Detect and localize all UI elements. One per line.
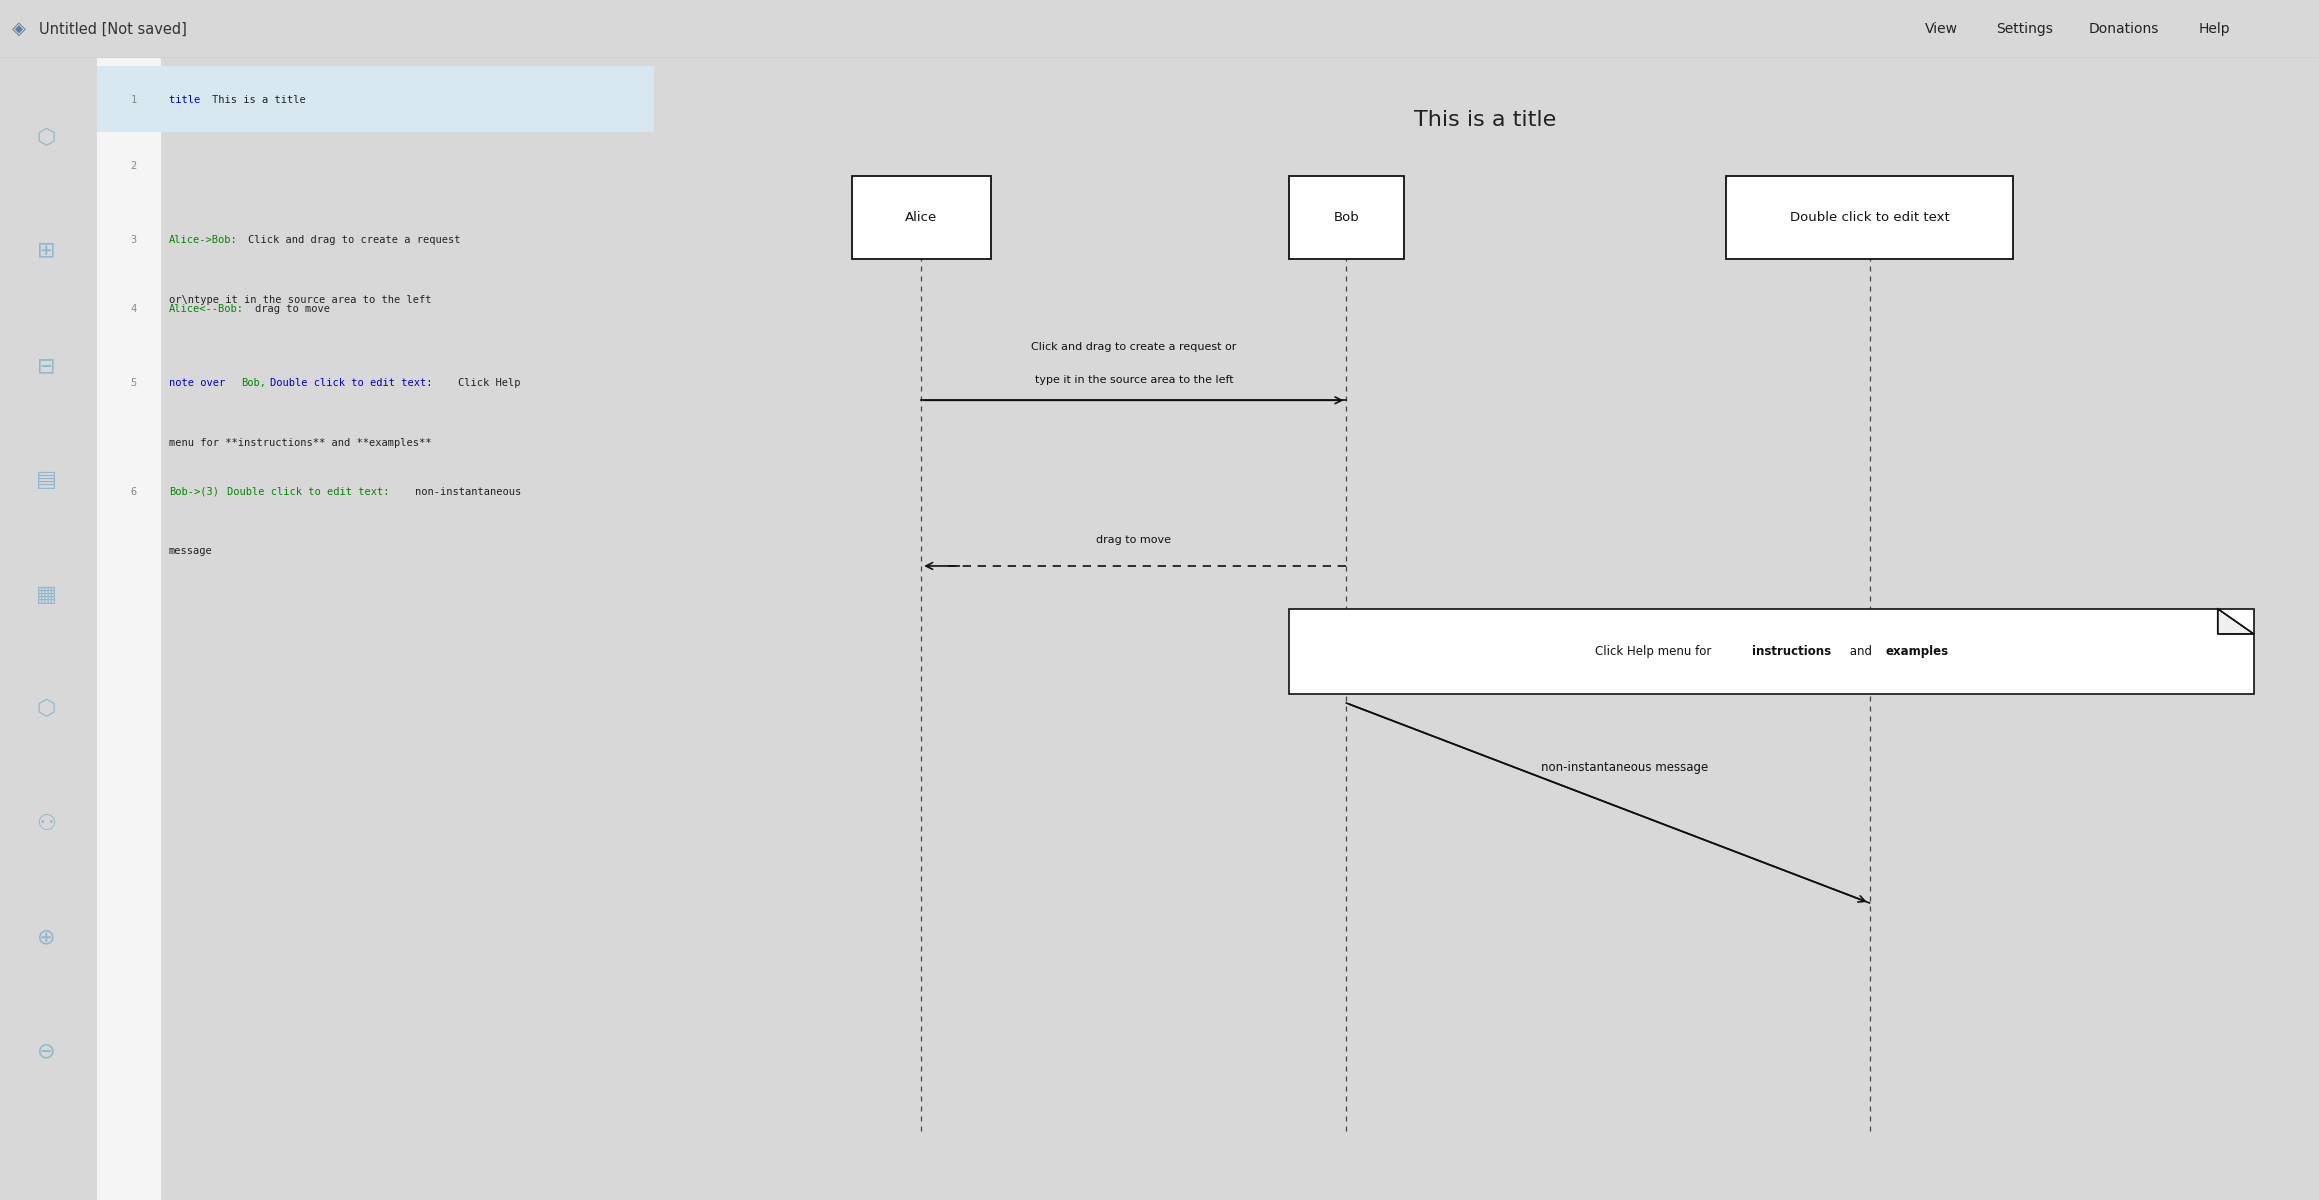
Text: Double click to edit text: Double click to edit text: [1790, 211, 1950, 224]
Text: ⬡: ⬡: [37, 127, 56, 148]
Text: Click Help menu for: Click Help menu for: [1595, 646, 1716, 658]
Text: 1: 1: [130, 95, 137, 104]
Text: note over: note over: [169, 378, 232, 388]
Text: View: View: [1925, 22, 1957, 36]
Text: non-instantaneous: non-instantaneous: [415, 487, 522, 497]
Text: Alice->Bob:: Alice->Bob:: [169, 235, 237, 245]
Bar: [851, 176, 990, 259]
Text: Untitled [Not saved]: Untitled [Not saved]: [39, 22, 188, 36]
Text: Bob,: Bob,: [241, 378, 267, 388]
Bar: [97, 66, 654, 132]
Text: examples: examples: [1885, 646, 1948, 658]
Text: Alice: Alice: [904, 211, 937, 224]
Text: 4: 4: [130, 304, 137, 314]
Text: ⊖: ⊖: [37, 1042, 56, 1062]
Bar: [1289, 176, 1403, 259]
Text: ⚇: ⚇: [37, 814, 56, 833]
Text: and: and: [1846, 646, 1876, 658]
Text: Double click to edit text:: Double click to edit text:: [227, 487, 390, 497]
Text: instructions: instructions: [1751, 646, 1832, 658]
Text: 2: 2: [130, 161, 137, 172]
Text: 6: 6: [130, 487, 137, 497]
Text: ◈: ◈: [12, 20, 26, 38]
Text: ▤: ▤: [35, 470, 58, 491]
Text: Double click to edit text:: Double click to edit text:: [269, 378, 431, 388]
Bar: [1725, 176, 2013, 259]
Text: Donations: Donations: [2089, 22, 2159, 36]
Text: drag to move: drag to move: [255, 304, 332, 314]
Text: This is a title: This is a title: [211, 95, 306, 104]
Text: non-instantaneous message: non-instantaneous message: [1540, 762, 1707, 774]
Text: ▦: ▦: [35, 584, 58, 605]
Text: Click and drag to create a request: Click and drag to create a request: [248, 235, 461, 245]
Text: ⊞: ⊞: [37, 242, 56, 262]
Text: menu for **instructions** and **examples**: menu for **instructions** and **examples…: [169, 438, 431, 448]
Text: Settings: Settings: [1997, 22, 2052, 36]
Text: Alice<--Bob:: Alice<--Bob:: [169, 304, 243, 314]
Text: ⬡: ⬡: [37, 698, 56, 719]
Text: 3: 3: [130, 235, 137, 245]
Bar: [1289, 608, 2254, 695]
Text: title: title: [169, 95, 206, 104]
Text: message: message: [169, 546, 213, 556]
Text: Click and drag to create a request or: Click and drag to create a request or: [1032, 342, 1236, 353]
Text: or\ntype it in the source area to the left: or\ntype it in the source area to the le…: [169, 295, 431, 305]
Polygon shape: [2217, 608, 2254, 634]
Text: Click Help: Click Help: [459, 378, 519, 388]
Text: ⊕: ⊕: [37, 928, 56, 947]
Text: 5: 5: [130, 378, 137, 388]
Text: Help: Help: [2198, 22, 2231, 36]
Text: This is a title: This is a title: [1415, 110, 1556, 131]
Text: Bob->(3): Bob->(3): [169, 487, 218, 497]
Text: drag to move: drag to move: [1097, 535, 1171, 546]
Text: type it in the source area to the left: type it in the source area to the left: [1034, 376, 1234, 385]
Text: ⊟: ⊟: [37, 356, 56, 376]
Bar: [97, 58, 162, 1200]
Text: Bob: Bob: [1333, 211, 1359, 224]
